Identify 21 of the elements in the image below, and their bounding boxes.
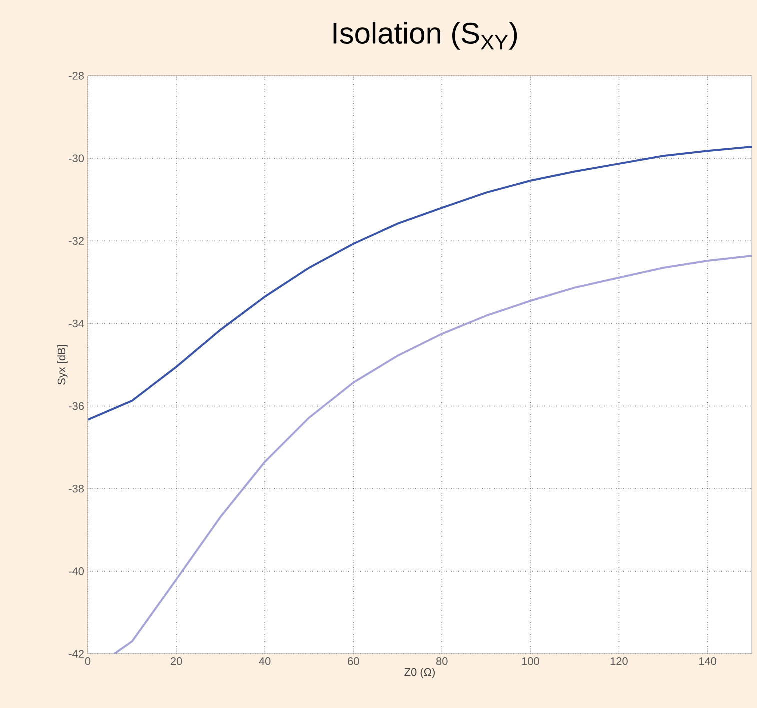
x-tick-label: 140 [699,658,716,666]
line-series [114,255,752,654]
y-tick-label: -30 [69,154,84,162]
chart-title: Isolation (S$_{XY}$) [334,22,518,50]
y-tick-label: -40 [69,568,84,576]
x-tick-label: 0 [85,658,91,666]
y-tick-label: -42 [69,650,84,658]
x-tick-label: 40 [259,658,271,666]
y-tick-label: -28 [69,72,84,80]
y-tick-label: -38 [69,484,84,493]
x-tick-label: 100 [522,658,540,666]
y-tick-label: -36 [69,402,84,410]
y-axis-title: Syx [dB] [58,345,68,385]
x-tick-label: 80 [436,658,448,666]
y-tick-label: -34 [69,320,84,328]
x-tick-label: 120 [610,658,628,666]
y-tick-label: -32 [69,237,84,246]
line-series [88,146,752,421]
x-axis-title: Z0 (Ω) [404,668,435,678]
x-tick-label: 20 [170,658,182,666]
x-tick-label: 60 [348,658,360,666]
